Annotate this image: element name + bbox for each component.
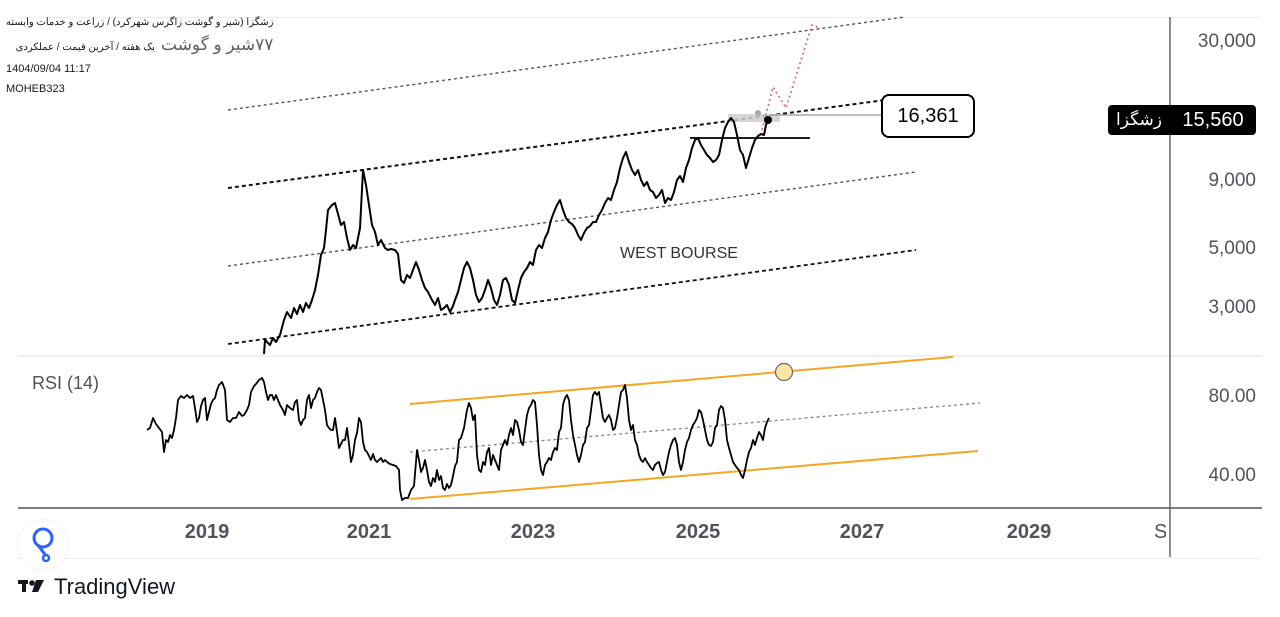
rsi-tick-40: 40.00 [1208, 465, 1256, 486]
rsi-line [146, 377, 770, 501]
time-tick-partial: Se [1154, 521, 1166, 543]
chart-datetime: 1404/09/04 11:17 [6, 63, 91, 75]
time-tick-2025: 2025 [675, 521, 721, 543]
time-tick-2027: 2027 [839, 521, 885, 543]
rsi-title[interactable]: RSI (14) [32, 373, 100, 393]
price-tick-3000: 3,000 [1208, 297, 1256, 318]
pin-icon [32, 527, 54, 563]
price-tick-5000: 5,000 [1208, 238, 1256, 259]
current-price-badge: 15,560 [1170, 105, 1256, 135]
tradingview-brand: TradingView [18, 574, 175, 600]
chart-settings: یک هفته / آخرین قیمت / عملکردی [15, 42, 155, 53]
chart-header: زشگزا (شیر و گوشت زاگرس شهرکرد) / زراعت … [6, 17, 273, 95]
rsi-tick-80: 80.00 [1208, 386, 1256, 407]
price-callout[interactable]: 16,361 [881, 94, 975, 138]
price-tick-30000: 30,000 [1197, 31, 1256, 52]
symbol-description: زشگزا (شیر و گوشت زاگرس شهرکرد) / زراعت … [6, 17, 274, 28]
symbol-tag: زشگزا [1108, 105, 1170, 135]
brand-name: TradingView [54, 574, 176, 599]
symbol-subtitle: ۷۷شیر و گوشت یک هفته / آخرین قیمت / عملک… [6, 35, 274, 55]
drawing-tools-button[interactable] [18, 520, 68, 570]
time-tick-2023: 2023 [510, 521, 556, 543]
chart-author: MOHEB323 [6, 83, 65, 95]
price-line [263, 117, 769, 355]
time-tick-2019: 2019 [184, 521, 230, 543]
rsi-channel[interactable] [409, 356, 981, 500]
symbol-name: ۷۷شیر و گوشت [160, 35, 274, 54]
time-tick-2029: 2029 [1006, 521, 1052, 543]
tradingview-logo-icon [18, 580, 44, 592]
price-channel[interactable] [227, 16, 917, 345]
chart-text-annotation[interactable]: WEST BOURSE [620, 245, 738, 262]
price-tick-9000: 9,000 [1208, 170, 1256, 191]
time-tick-2021: 2021 [346, 521, 392, 543]
rsi-marker[interactable] [774, 362, 794, 382]
